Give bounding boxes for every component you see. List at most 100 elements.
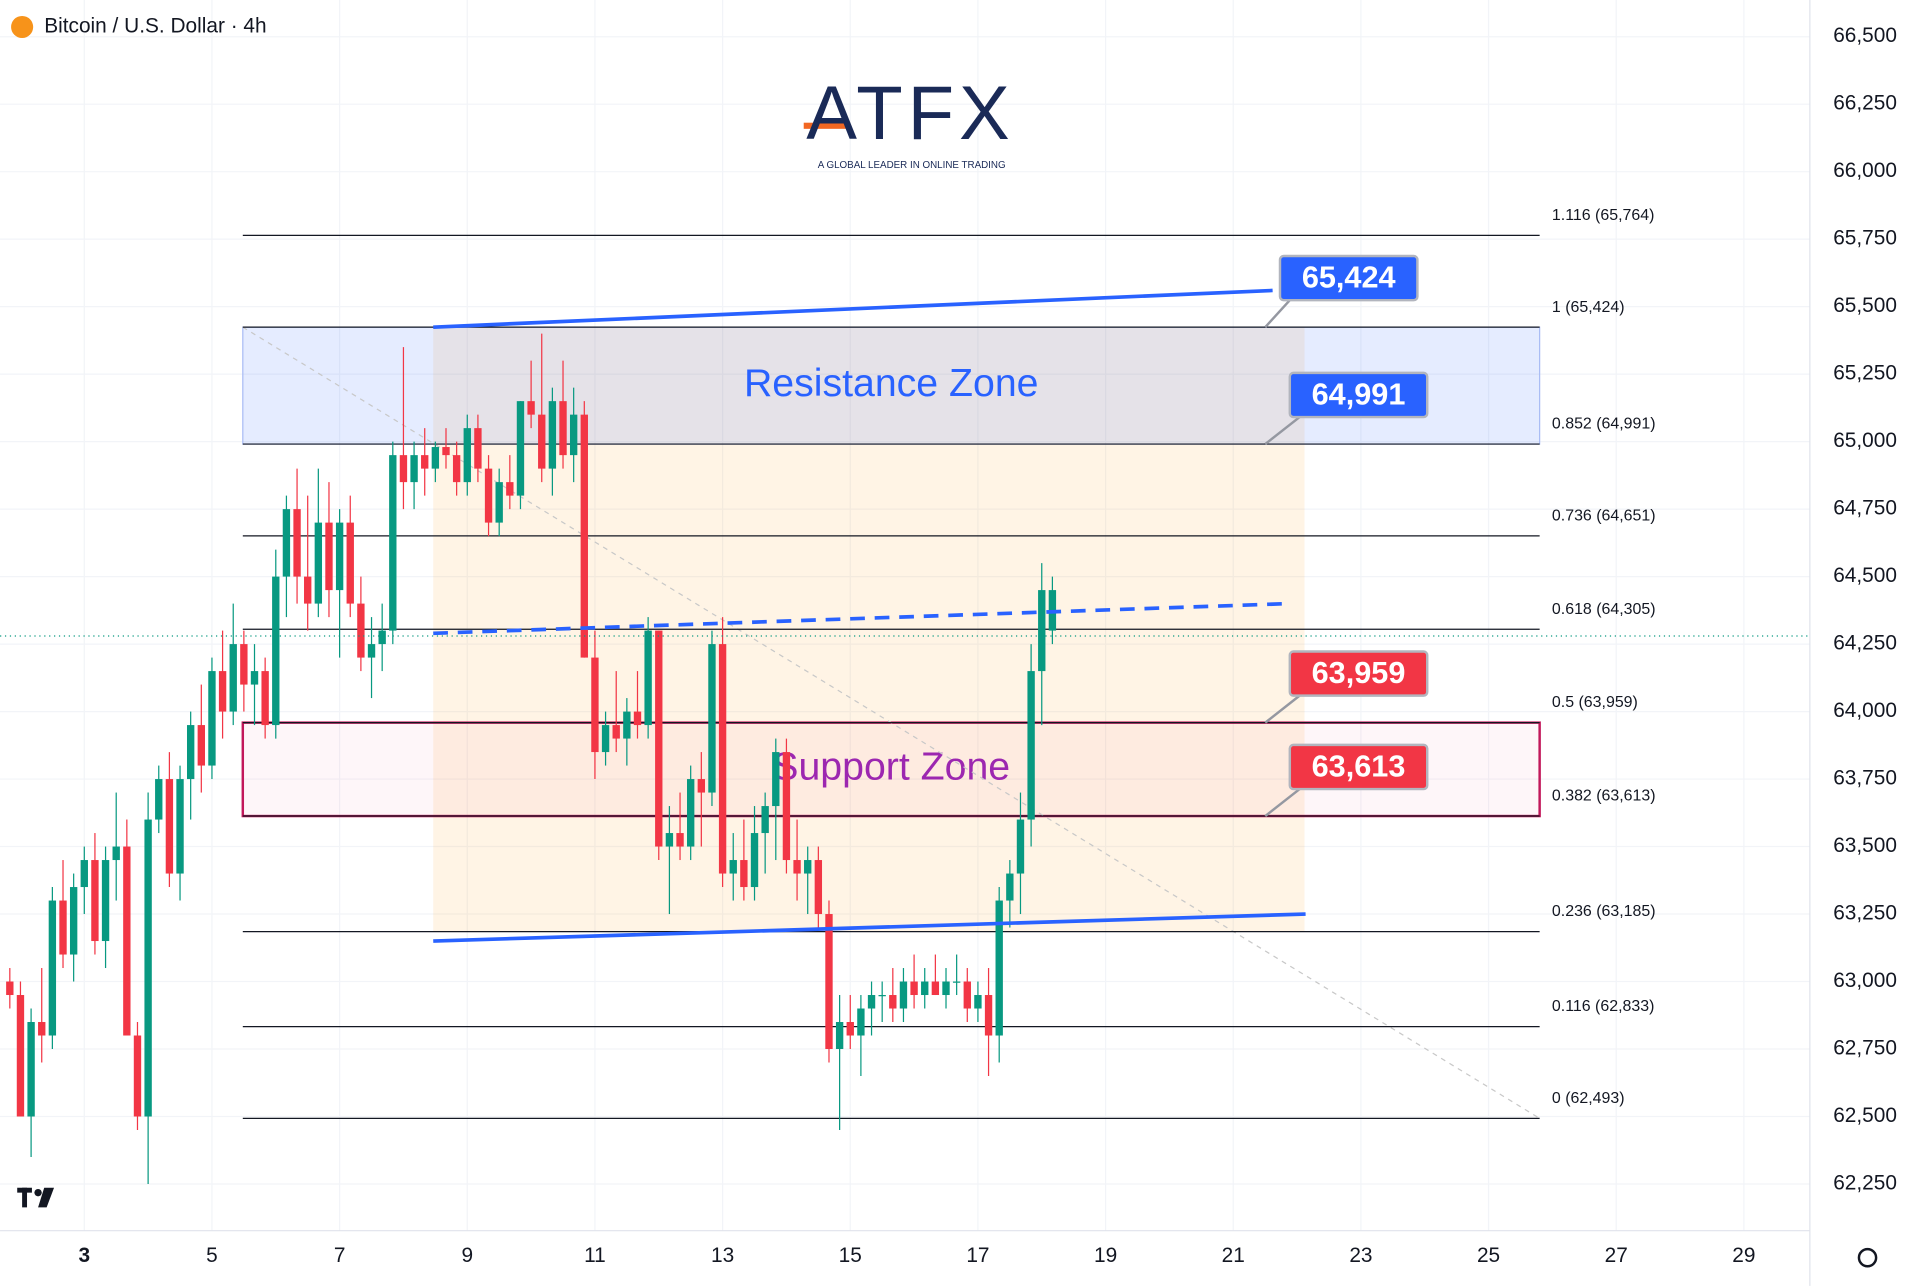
candle-body [804, 860, 812, 874]
candle-body [101, 860, 110, 942]
candle-body [474, 428, 482, 469]
candle-body [921, 981, 929, 996]
x-tick-label: 21 [1222, 1244, 1245, 1267]
candle-body [750, 833, 759, 888]
fib-label: 0.236 (63,185) [1552, 903, 1656, 920]
candle-body [601, 725, 610, 753]
candle-body [974, 995, 982, 1009]
candle-body [208, 671, 216, 766]
price-tag [1278, 254, 1419, 302]
candle-body [559, 401, 567, 456]
candle-body [261, 671, 269, 726]
candle-body [793, 860, 801, 874]
candle-body [569, 414, 578, 456]
bitcoin-icon [11, 15, 34, 39]
candle-body [410, 455, 418, 483]
x-tick-label: 23 [1349, 1244, 1372, 1267]
candle-body [304, 576, 312, 604]
x-tick-label: 27 [1605, 1244, 1628, 1267]
candle-body [814, 860, 823, 915]
tag-pointer [1264, 416, 1301, 446]
candle-body [538, 414, 546, 469]
candle-body [729, 860, 737, 874]
candle-body [878, 995, 886, 997]
candle-body [963, 981, 971, 1009]
candle-body [399, 455, 408, 483]
y-tick-label: 65,250 [1833, 362, 1897, 385]
candle-body [272, 576, 280, 726]
y-tick-label: 64,250 [1833, 632, 1897, 655]
candle-body [1016, 819, 1025, 874]
candle-body [165, 779, 174, 874]
candle-body [665, 833, 674, 847]
candle-body [80, 860, 88, 888]
y-tick-label: 63,500 [1833, 834, 1897, 857]
candle-body [293, 509, 301, 577]
candle-body [389, 455, 397, 631]
y-tick-label: 65,500 [1833, 294, 1897, 317]
candle-body [91, 860, 99, 942]
candle-body [452, 455, 461, 483]
candle-body [69, 887, 78, 955]
x-tick-label: 9 [461, 1244, 473, 1267]
x-tick-label: 29 [1732, 1244, 1755, 1267]
candle-body [218, 671, 227, 712]
candle-body [889, 995, 897, 1009]
candle-body [952, 981, 961, 983]
candle-body [899, 981, 908, 1009]
x-tick-label: 5 [206, 1244, 218, 1267]
logo-accent [803, 122, 851, 129]
x-tick-label: 15 [839, 1244, 862, 1267]
y-tick-label: 64,000 [1833, 699, 1897, 722]
candle-body [325, 522, 333, 591]
candle-body [357, 603, 365, 658]
candle-body [633, 711, 642, 726]
candle-body [1038, 590, 1046, 672]
zone-label: Resistance Zone [744, 361, 1039, 405]
x-tick-label: 13 [711, 1244, 734, 1267]
trendline [433, 912, 1306, 943]
y-tick-label: 63,250 [1833, 902, 1897, 925]
candle-body [740, 860, 748, 888]
candle-body [346, 522, 354, 604]
x-tick-label: 11 [584, 1244, 606, 1267]
fib-label: 1.116 (65,764) [1552, 207, 1655, 224]
candle-body [27, 1022, 35, 1117]
candle-body [186, 725, 195, 780]
candle-body [240, 644, 248, 685]
logo-tagline: A GLOBAL LEADER IN ONLINE TRADING [818, 160, 1006, 171]
y-tick-label: 64,750 [1833, 497, 1897, 520]
candle-body [314, 522, 323, 604]
price-tag [1288, 743, 1429, 791]
x-tick-label: 7 [334, 1244, 346, 1267]
candle-body [995, 900, 1003, 1036]
candle-body [123, 846, 131, 1036]
tag-pointer [1264, 299, 1291, 328]
fib-label: 0.736 (64,651) [1552, 507, 1656, 524]
fib-label: 0 (62,493) [1552, 1090, 1625, 1107]
candle-body [335, 522, 344, 591]
fib-label: 0.382 (63,613) [1552, 788, 1656, 805]
y-tick-label: 64,500 [1833, 564, 1897, 587]
candle-body [580, 414, 588, 658]
y-tick-label: 62,500 [1833, 1104, 1897, 1127]
candle-body [59, 900, 67, 955]
candle-body [133, 1035, 142, 1117]
candle-body [548, 401, 557, 469]
candle-body [984, 995, 993, 1036]
candle-body [1027, 671, 1035, 820]
y-tick-label: 65,000 [1833, 429, 1897, 452]
fib-label: 1 (65,424) [1552, 299, 1625, 316]
candle-body [761, 806, 769, 834]
price-tag-label: 65,424 [1302, 260, 1396, 294]
candle-body [484, 468, 493, 523]
settings-icon[interactable] [1857, 1247, 1878, 1268]
candle-body [48, 900, 57, 1036]
candle-body [825, 914, 833, 1050]
candle-body [846, 1022, 854, 1036]
candle-body [6, 981, 14, 996]
candle-body [527, 401, 535, 415]
candle-body [687, 779, 695, 847]
candle-body [708, 644, 716, 793]
